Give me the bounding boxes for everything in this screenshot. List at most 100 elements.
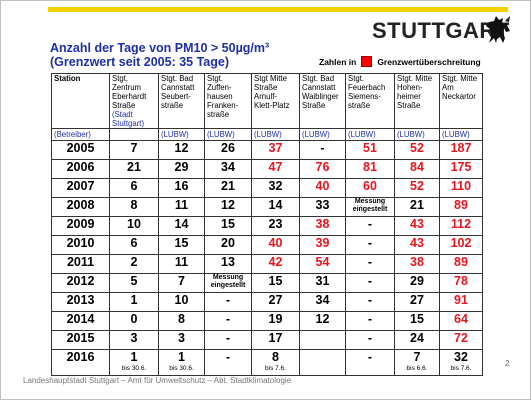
cell-value: 15 [174,236,189,250]
value-cell: 29 [394,273,440,293]
cell-value: - [367,331,373,345]
header-line: Stgt. [207,74,224,83]
cell-value: 5 [130,274,138,288]
title-line-2: (Grenzwert seit 2005: 35 Tage) [50,55,230,69]
cell-value: - [320,141,325,155]
value-cell: 11 [158,254,205,274]
column-header: Stgt. Zuffen-hausen Franken-straße [204,73,252,129]
operator-cell: (LUBW) [251,128,300,141]
cell-value: 38 [315,217,330,231]
stuttgart-logo-text: STUTTGART [372,18,510,43]
header-line: Stgt. [348,74,365,83]
cell-value: 11 [174,255,189,269]
value-cell-exceeded: 64 [439,311,483,331]
cell-value: 29 [174,160,189,174]
column-header: Station [51,73,110,129]
cell-value: 31 [315,274,330,288]
cell-value: 37 [268,141,283,155]
cell-value: 34 [221,160,235,174]
value-cell: 12 [299,311,346,331]
value-cell: 27 [394,292,440,312]
cell-value: 8 [178,312,185,326]
cell-value: 24 [410,331,424,345]
value-cell-exceeded: 43 [394,235,440,255]
header-line: Stgt. Mitte [397,74,433,83]
value-cell: - [345,330,395,350]
value-cell-exceeded: 78 [439,273,483,293]
cell-value: 7 [130,141,138,155]
value-cell-exceeded: 38 [299,216,346,236]
header-line: Stgt. Mitte [442,74,478,83]
value-cell [299,330,346,350]
value-cell: - [204,349,252,376]
header-line: Cannstatt [302,83,336,92]
cell-value: 72 [454,331,468,345]
value-cell: 34 [299,292,346,312]
value-cell-exceeded: 52 [394,140,440,160]
table-row: 2010 6 15 20 40 39 - 43 102 [51,235,483,255]
value-cell: 7 [109,140,159,160]
value-cell: 15 [394,311,440,331]
value-cell: - [204,330,252,350]
header-line: Zentrum [112,83,142,92]
value-cell: - [345,216,395,236]
value-cell: 32 [251,178,300,198]
value-cell-exceeded: 51 [345,140,395,160]
cell-value: 15 [221,217,235,231]
cell-value: 8 [272,350,279,364]
value-cell: 26 [204,140,252,160]
header-line: straße [207,110,230,119]
header-line: Cannstatt [161,83,195,92]
header-line: Klett-Platz [254,101,290,110]
table-row: 2016 1 bis 30.6. 1 bis 30.6. -8 bis 7.6. -7 bis … [51,349,483,376]
cell-value: 54 [315,255,330,269]
value-cell: - [204,311,252,331]
cell-value: 11 [174,198,189,212]
year-cell: 2010 [51,235,110,255]
cell-value: 89 [454,198,468,212]
year-cell: 2016 [51,349,110,376]
cell-value: 91 [454,293,468,307]
cell-value: 84 [410,160,424,174]
cell-value: - [225,312,231,326]
table-row: 2008 8 11 12 14 33 Messung eingestellt 21 89 [51,197,483,217]
cell-value: 102 [450,236,472,250]
operator-row: (Betreiber) (LUBW) (LUBW) (LUBW) (LUBW) (LUBW… [51,128,483,141]
value-cell-exceeded: 42 [251,254,300,274]
value-cell-exceeded: 54 [299,254,346,274]
value-cell-exceeded: 40 [251,235,300,255]
cell-value: 3 [130,331,138,345]
legend-label: Grenzwertüberschreitung [377,56,481,67]
cell-value: - [225,350,231,364]
value-cell: 11 [158,197,205,217]
value-cell: 10 [109,216,159,236]
value-cell [299,349,346,376]
cell-value: 81 [363,160,377,174]
cell-value: 52 [410,141,424,155]
value-cell: 12 [204,197,252,217]
value-cell: 17 [251,330,300,350]
cell-value: 21 [127,160,141,174]
table-row: 2009 10 14 15 23 38 - 43 112 [51,216,483,236]
cell-value: - [225,293,231,307]
value-cell: 3 [158,330,205,350]
value-cell: - [299,140,346,160]
header-line: Waiblinger [302,92,339,101]
cell-value: 13 [221,255,235,269]
value-cell: 7 bis 6.6. [394,349,440,376]
cell-value: - [367,255,373,269]
value-cell-exceeded: 39 [299,235,346,255]
cell-value: - [367,274,373,288]
table-row: 2007 6 16 21 32 40 60 52 110 [51,178,483,198]
operator-cell: (Betreiber) [51,128,110,141]
cell-value: - [367,217,373,231]
operator-cell: (LUBW) [299,128,346,141]
operator-cell: (LUBW) [204,128,252,141]
value-cell: 20 [204,235,252,255]
value-cell: 7 [158,273,205,293]
value-cell-exceeded: 89 [439,197,483,217]
cell-value: 1 [130,350,138,364]
cell-value: 14 [268,198,283,212]
value-cell-exceeded: 72 [439,330,483,350]
page-title: Anzahl der Tage von PM10 > 50µg/m³ (Gren… [50,41,269,69]
